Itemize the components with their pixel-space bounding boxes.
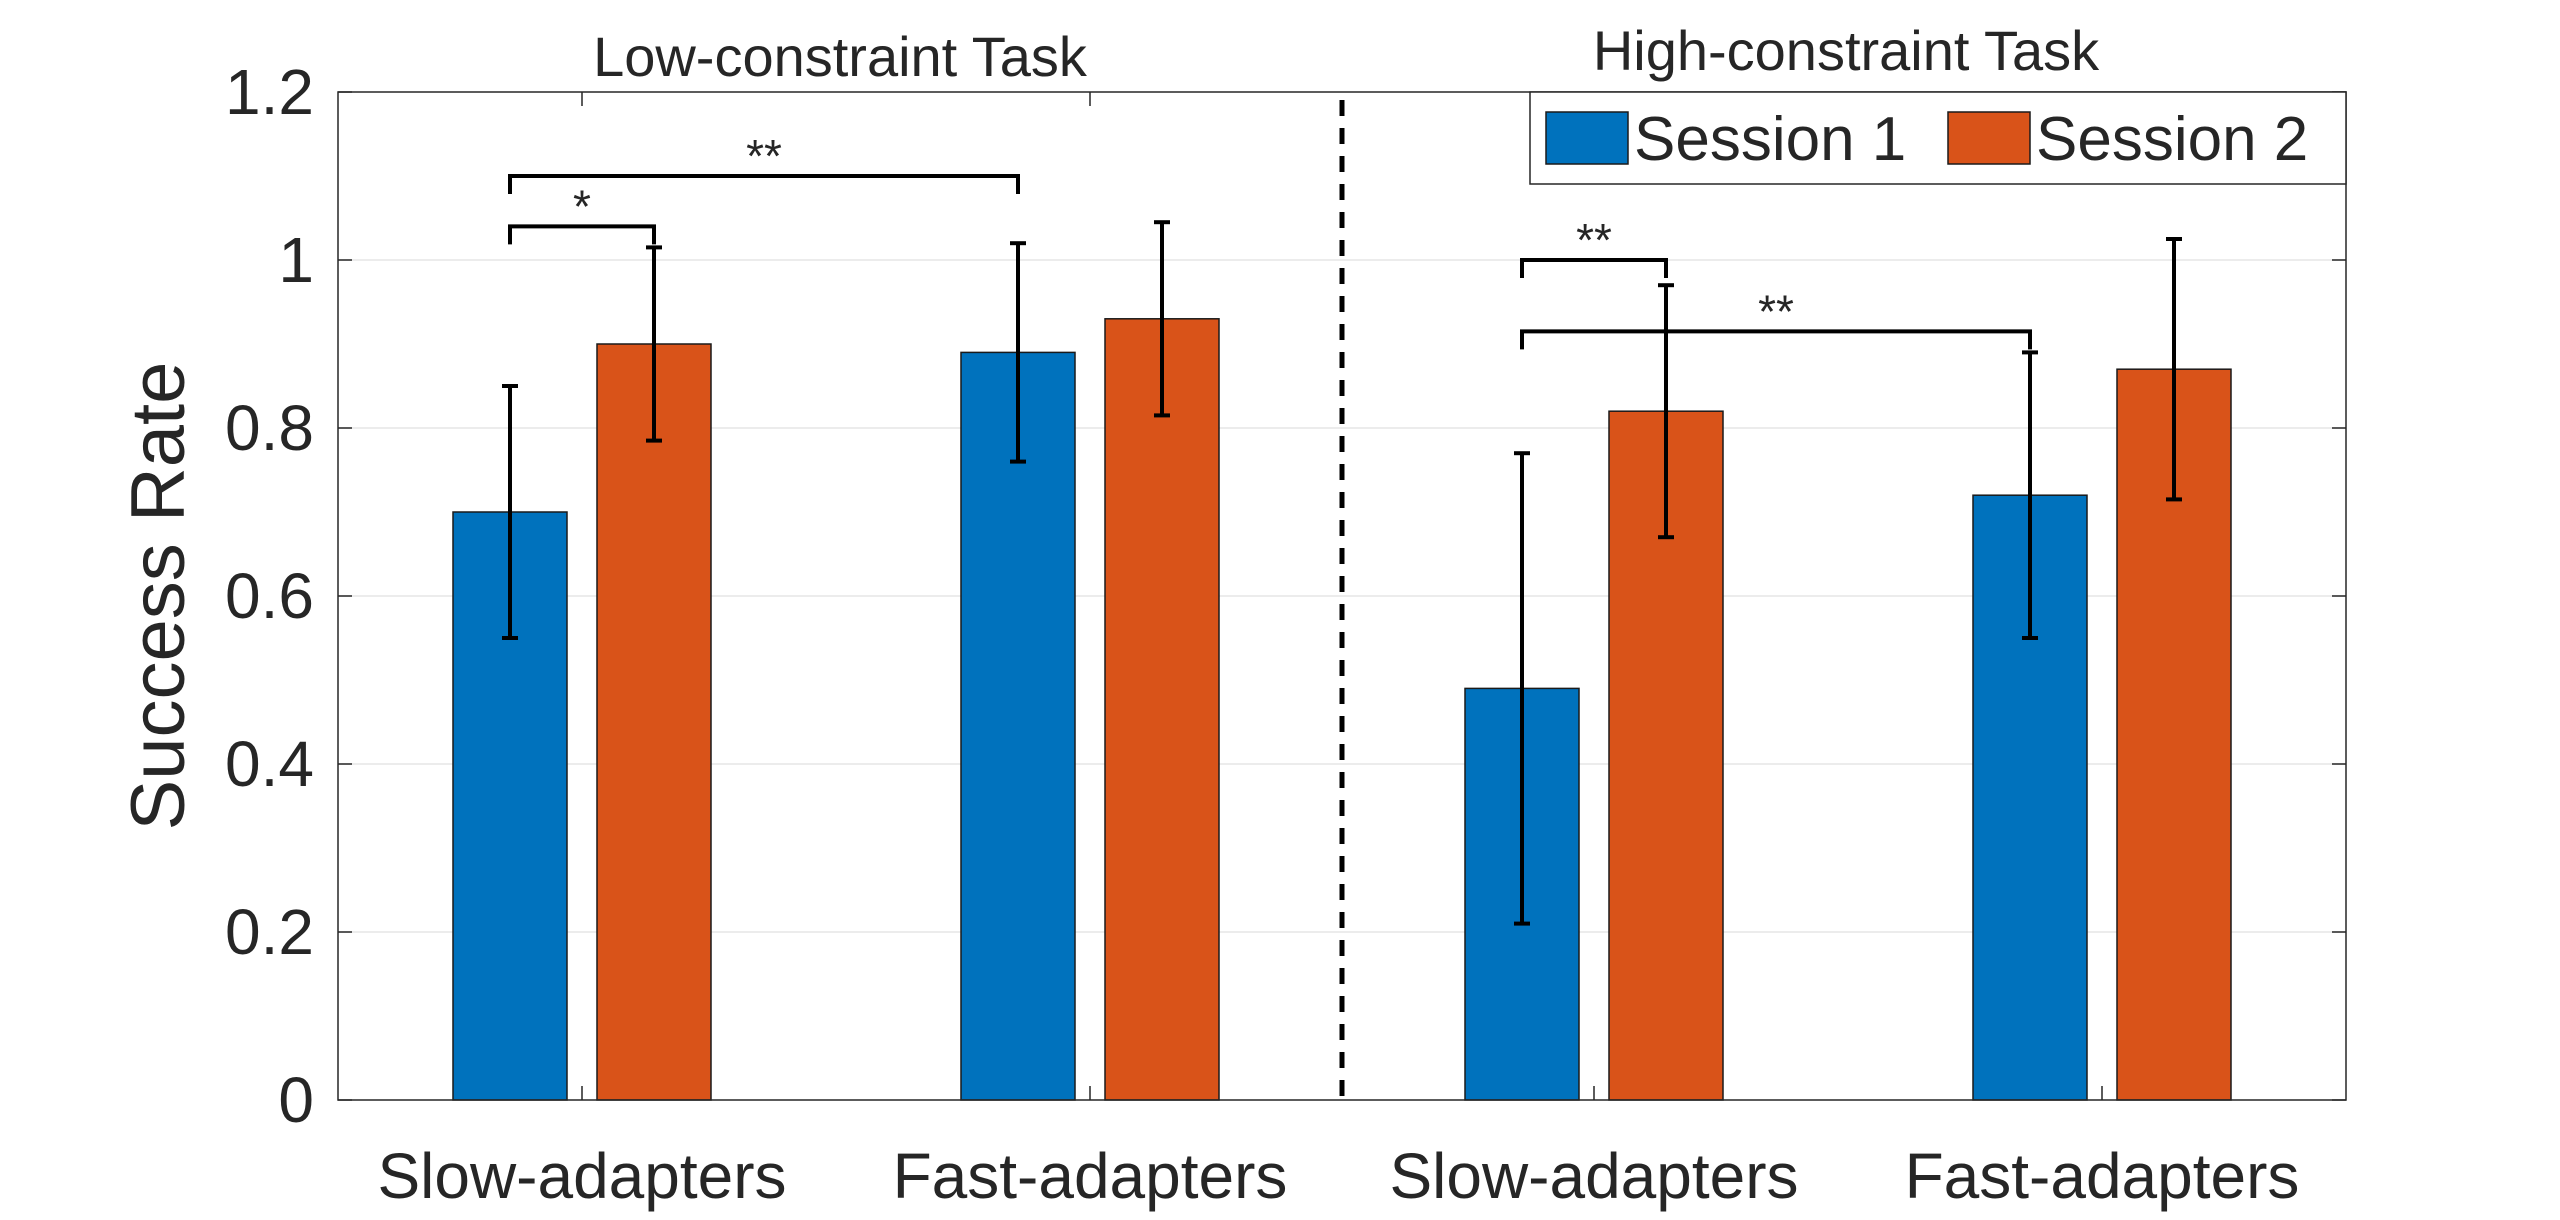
x-tick-label: Slow-adapters <box>1389 1140 1798 1212</box>
y-tick-label: 0.6 <box>225 560 314 632</box>
task-label-high: High-constraint Task <box>1593 19 2100 82</box>
axis-labels: 0 0.2 0.4 0.6 0.8 1 1.2 Slow-adapters Fast-adapt… <box>116 19 2299 1212</box>
legend-swatch <box>1545 111 1629 165</box>
x-tick-label: Slow-adapters <box>377 1140 786 1212</box>
y-tick-label: 0 <box>278 1064 314 1136</box>
legend-swatch <box>1947 111 2031 165</box>
bar <box>960 351 1076 1101</box>
significance-bracket <box>508 174 1020 194</box>
y-tick-label: 0.2 <box>225 896 314 968</box>
x-tick-label: Fast-adapters <box>1905 1140 2300 1212</box>
bar <box>596 343 712 1101</box>
x-tick-label: Fast-adapters <box>893 1140 1288 1212</box>
bar <box>1104 318 1220 1101</box>
y-tick-label: 1.2 <box>225 56 314 128</box>
y-axis-label: Success Rate <box>116 362 201 831</box>
significance-brackets: ******* <box>508 130 2032 350</box>
significance-label: ** <box>746 130 782 182</box>
legend-label: Session 2 <box>2036 105 2308 174</box>
y-tick-label: 1 <box>278 224 314 296</box>
significance-bracket <box>1520 329 2032 350</box>
y-tick-label: 0.4 <box>225 728 314 800</box>
significance-label: * <box>573 180 591 232</box>
bars <box>452 318 2232 1101</box>
y-tick-label: 0.8 <box>225 392 314 464</box>
legend: Session 1 Session 2 <box>1529 91 2347 185</box>
significance-label: ** <box>1758 285 1794 337</box>
error-bars <box>502 220 2182 926</box>
legend-box <box>1529 91 2347 185</box>
significance-bracket <box>508 224 656 245</box>
significance-bracket <box>1520 258 1668 278</box>
significance-label: ** <box>1576 214 1612 266</box>
task-label-low: Low-constraint Task <box>593 25 1088 88</box>
legend-label: Session 1 <box>1634 105 1906 174</box>
